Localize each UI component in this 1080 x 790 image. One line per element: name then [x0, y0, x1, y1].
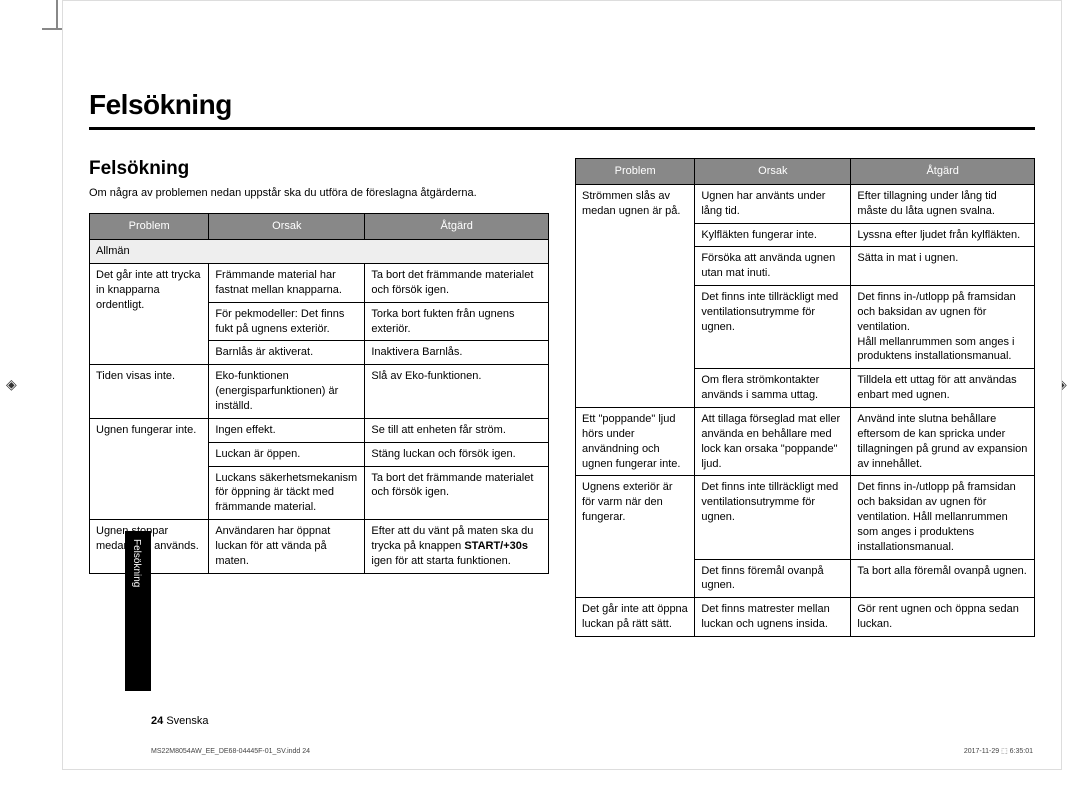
- page-number-footer: 24 Svenska: [151, 715, 209, 727]
- table-cell-cause: Eko-funktionen (energisparfunktionen) är…: [209, 365, 365, 419]
- troubleshooting-table-right: Problem Orsak Åtgärd Strömmen slås av me…: [575, 158, 1035, 637]
- table-cell-cause: Kylfläkten fungerar inte.: [695, 223, 851, 247]
- footer-date: 2017-11-29 ⬚ 6:35:01: [964, 747, 1033, 755]
- table-cell-action: Se till att enheten får ström.: [365, 418, 549, 442]
- table-section-row: Allmän: [90, 240, 549, 264]
- table-header: Åtgärd: [851, 159, 1035, 185]
- table-cell-action: Tilldela ett uttag för att användas enba…: [851, 369, 1035, 408]
- table-cell-action: Stäng luckan och försök igen.: [365, 442, 549, 466]
- table-cell-cause: Luckan är öppen.: [209, 442, 365, 466]
- table-cell-problem: Det går inte att trycka in knapparna ord…: [90, 264, 209, 365]
- table-cell-action: Ta bort alla föremål ovanpå ugnen.: [851, 559, 1035, 598]
- table-cell-cause: För pekmodeller: Det finns fukt på ugnen…: [209, 302, 365, 341]
- table-cell-action: Lyssna efter ljudet från kylfläkten.: [851, 223, 1035, 247]
- table-header: Problem: [576, 159, 695, 185]
- footer-filename: MS22M8054AW_EE_DE68-04445F-01_SV.indd 24: [151, 748, 310, 755]
- registration-mark-left: ◈: [6, 376, 17, 393]
- section-title: Felsökning: [89, 158, 549, 180]
- table-cell-cause: Det finns föremål ovanpå ugnen.: [695, 559, 851, 598]
- table-cell-cause: Det finns inte tillräckligt med ventilat…: [695, 476, 851, 559]
- table-cell-problem: Ugnen fungerar inte.: [90, 418, 209, 519]
- table-cell-action: Gör rent ugnen och öppna sedan luckan.: [851, 598, 1035, 637]
- table-cell-cause: Barnlås är aktiverat.: [209, 341, 365, 365]
- table-cell-cause: Ingen effekt.: [209, 418, 365, 442]
- table-cell-action: Det finns in-/utlopp på framsidan och ba…: [851, 476, 1035, 559]
- table-cell-action: Använd inte slutna behållare eftersom de…: [851, 407, 1035, 475]
- table-header: Orsak: [695, 159, 851, 185]
- two-column-layout: Felsökning Om några av problemen nedan u…: [89, 158, 1035, 637]
- table-cell-action: Det finns in-/utlopp på framsidan och ba…: [851, 286, 1035, 369]
- table-cell-action: Efter att du vänt på maten ska du trycka…: [365, 520, 549, 574]
- table-cell-action: Inaktivera Barnlås.: [365, 341, 549, 365]
- table-cell-problem: Ett "poppande" ljud hörs under användnin…: [576, 407, 695, 475]
- page-container: Felsökning Felsökning Om några av proble…: [62, 0, 1062, 770]
- page-title: Felsökning: [89, 89, 1035, 121]
- table-cell-cause: Det finns matrester mellan luckan och ug…: [695, 598, 851, 637]
- table-cell-cause: Det finns inte tillräckligt med ventilat…: [695, 286, 851, 369]
- table-cell-cause: Om flera strömkontakter används i samma …: [695, 369, 851, 408]
- table-cell-action: Sätta in mat i ugnen.: [851, 247, 1035, 286]
- table-cell-cause: Försöka att använda ugnen utan mat inuti…: [695, 247, 851, 286]
- table-cell-action: Ta bort det främmande materialet och för…: [365, 466, 549, 520]
- table-header: Orsak: [209, 214, 365, 240]
- table-cell-action: Slå av Eko-funktionen.: [365, 365, 549, 419]
- table-cell-problem: Ugnens exteriör är för varm när den fung…: [576, 476, 695, 598]
- table-cell-cause: Främmande material har fastnat mellan kn…: [209, 264, 365, 303]
- table-cell-cause: Att tillaga förseglad mat eller använda …: [695, 407, 851, 475]
- table-cell-cause: Användaren har öppnat luckan för att vän…: [209, 520, 365, 574]
- table-cell-cause: Ugnen har använts under lång tid.: [695, 184, 851, 223]
- left-column: Felsökning Om några av problemen nedan u…: [89, 158, 549, 637]
- table-cell-action: Torka bort fukten från ugnens exteriör.: [365, 302, 549, 341]
- table-header: Problem: [90, 214, 209, 240]
- side-tab: Felsökning: [125, 531, 151, 691]
- right-column: Problem Orsak Åtgärd Strömmen slås av me…: [575, 158, 1035, 637]
- table-cell-cause: Luckans säkerhetsmekanism för öppning är…: [209, 466, 365, 520]
- intro-text: Om några av problemen nedan uppstår ska …: [89, 186, 549, 201]
- side-tab-label: Felsökning: [131, 539, 142, 587]
- table-cell-problem: Tiden visas inte.: [90, 365, 209, 419]
- table-cell-problem: Det går inte att öppna luckan på rätt sä…: [576, 598, 695, 637]
- title-rule: [89, 127, 1035, 130]
- table-cell-action: Ta bort det främmande materialet och för…: [365, 264, 549, 303]
- table-cell-action: Efter tillagning under lång tid måste du…: [851, 184, 1035, 223]
- table-cell-problem: Strömmen slås av medan ugnen är på.: [576, 184, 695, 407]
- table-header: Åtgärd: [365, 214, 549, 240]
- troubleshooting-table-left: Problem Orsak Åtgärd AllmänDet går inte …: [89, 213, 549, 573]
